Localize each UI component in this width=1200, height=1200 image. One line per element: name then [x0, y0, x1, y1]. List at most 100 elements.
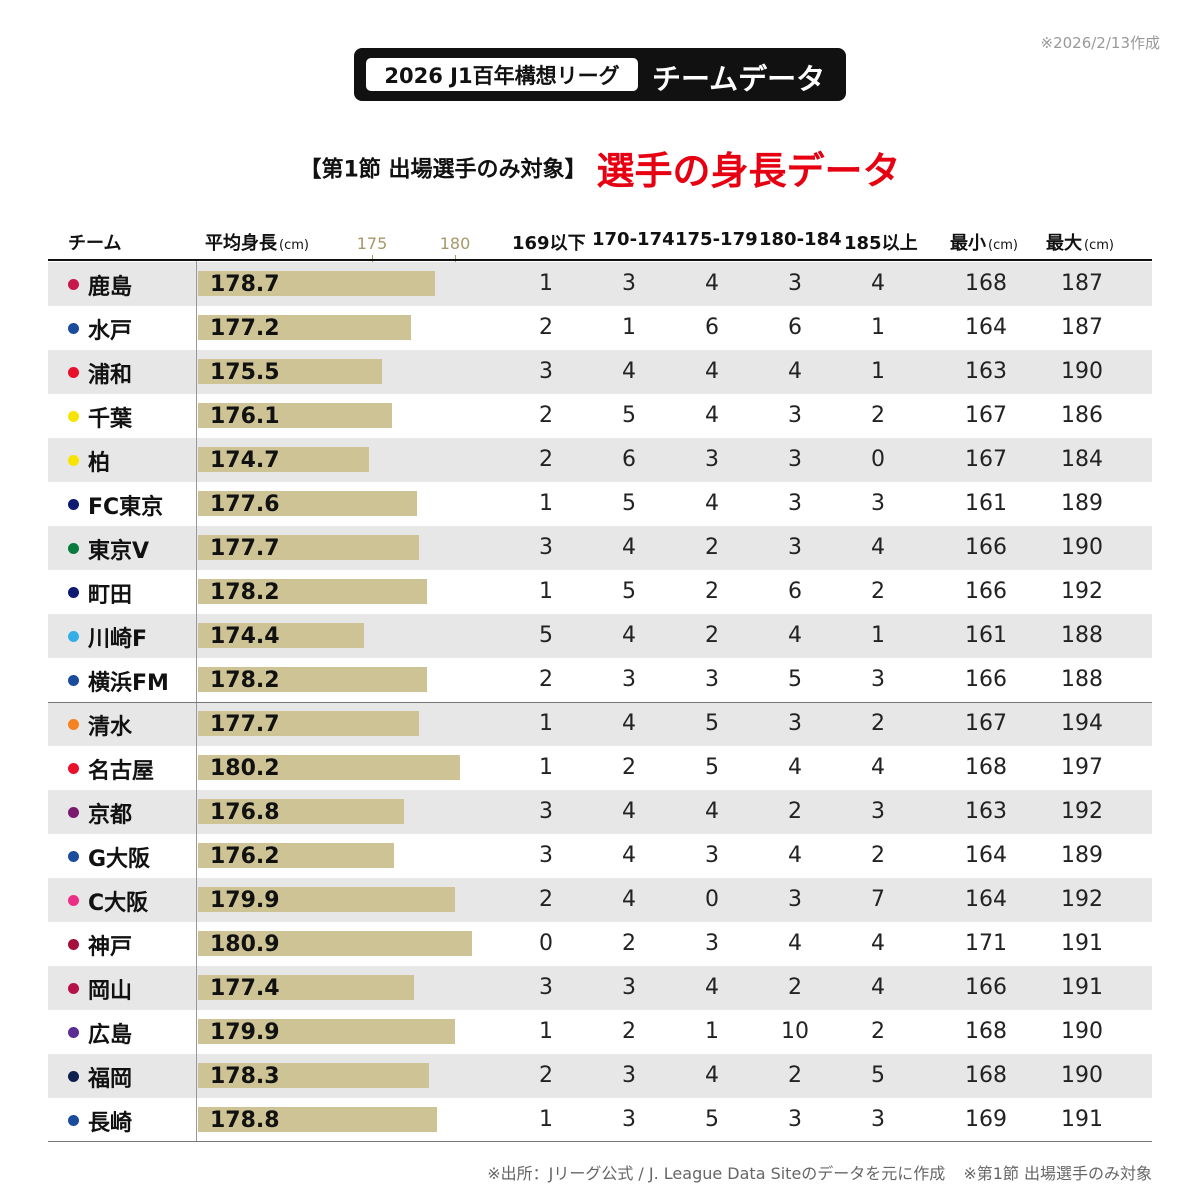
count-170-174: 1 [622, 315, 636, 340]
avg-height-label: 174.7 [210, 448, 280, 473]
count-170-174: 3 [622, 667, 636, 692]
count-169-below: 1 [539, 579, 553, 604]
avg-height-label: 180.9 [210, 932, 280, 957]
team-color-dot [68, 543, 79, 554]
max-height: 189 [1061, 491, 1103, 516]
team-name: FC東京 [88, 495, 164, 520]
count-169-below: 3 [539, 975, 553, 1000]
count-185-above: 3 [871, 491, 885, 516]
count-180-184: 4 [788, 623, 802, 648]
count-180-184: 3 [788, 447, 802, 472]
count-170-174: 5 [622, 403, 636, 428]
avg-height-label: 180.2 [210, 756, 280, 781]
count-170-174: 3 [622, 1063, 636, 1088]
min-height: 167 [965, 447, 1007, 472]
count-180-184: 3 [788, 271, 802, 296]
max-height: 191 [1061, 931, 1103, 956]
min-height: 166 [965, 535, 1007, 560]
avg-height-label: 178.8 [210, 1108, 280, 1133]
count-169-below: 3 [539, 359, 553, 384]
page-title: チームデータ [652, 62, 826, 96]
count-185-above: 0 [871, 447, 885, 472]
column-header-185-above: 185以上 [844, 233, 918, 254]
avg-height-bar [198, 667, 428, 692]
column-header-team: チーム [68, 233, 122, 254]
team-name: 千葉 [88, 407, 133, 432]
column-header-max: 最大 (cm) [1046, 229, 1114, 255]
table-row: 横浜FM 178.2 2 3 3 5 3 166 188 [48, 658, 1152, 702]
axis-tick-mark [454, 255, 456, 267]
avg-height-bar [198, 271, 436, 296]
count-169-below: 3 [539, 535, 553, 560]
count-185-above: 4 [871, 271, 885, 296]
avg-height-label: 177.2 [210, 316, 280, 341]
count-180-184: 3 [788, 535, 802, 560]
max-height: 184 [1061, 447, 1103, 472]
max-height: 188 [1061, 623, 1103, 648]
count-185-above: 2 [871, 403, 885, 428]
count-170-174: 5 [622, 491, 636, 516]
column-header-min-unit: (cm) [988, 238, 1018, 253]
avg-height-bar [198, 843, 394, 868]
count-175-179: 2 [705, 623, 719, 648]
count-180-184: 2 [788, 975, 802, 1000]
team-name: 京都 [88, 803, 133, 828]
column-header-avg-label: 平均身長 [205, 233, 277, 254]
count-175-179: 4 [705, 359, 719, 384]
count-175-179: 4 [705, 403, 719, 428]
team-color-dot [68, 279, 79, 290]
max-height: 190 [1061, 1063, 1103, 1088]
avg-height-label: 176.8 [210, 800, 280, 825]
axis-tick-label: 175 [356, 234, 388, 253]
count-175-179: 0 [705, 887, 719, 912]
avg-height-label: 177.7 [210, 712, 280, 737]
column-header-max-unit: (cm) [1084, 238, 1114, 253]
avg-height-bar [198, 403, 393, 428]
count-170-174: 4 [622, 535, 636, 560]
avg-height-label: 177.6 [210, 492, 280, 517]
team-name: 鹿島 [88, 275, 133, 300]
count-180-184: 5 [788, 667, 802, 692]
team-name: 神戸 [88, 935, 133, 960]
max-height: 191 [1061, 975, 1103, 1000]
avg-height-label: 178.2 [210, 668, 280, 693]
team-name: 町田 [88, 583, 133, 608]
avg-height-label: 177.7 [210, 536, 280, 561]
max-height: 190 [1061, 535, 1103, 560]
min-height: 167 [965, 711, 1007, 736]
min-height: 168 [965, 271, 1007, 296]
table-row: 千葉 176.1 2 5 4 3 2 167 186 [48, 394, 1152, 438]
table-row: 福岡 178.3 2 3 4 2 5 168 190 [48, 1054, 1152, 1098]
team-color-dot [68, 1027, 79, 1038]
max-height: 190 [1061, 359, 1103, 384]
count-169-below: 5 [539, 623, 553, 648]
count-170-174: 2 [622, 931, 636, 956]
count-185-above: 1 [871, 359, 885, 384]
count-185-above: 3 [871, 1107, 885, 1132]
chart-subtitle: 【第1節 出場選手のみ対象】 選手の身長データ [0, 140, 1200, 195]
max-height: 192 [1061, 579, 1103, 604]
max-height: 186 [1061, 403, 1103, 428]
count-170-174: 4 [622, 887, 636, 912]
count-170-174: 3 [622, 271, 636, 296]
avg-height-bar [198, 623, 365, 648]
team-color-dot [68, 411, 79, 422]
min-height: 168 [965, 755, 1007, 780]
avg-height-bar [198, 755, 461, 780]
column-header-175-179: 175-179 [675, 229, 758, 250]
count-170-174: 4 [622, 843, 636, 868]
avg-height-label: 179.9 [210, 888, 280, 913]
subtitle-main: 選手の身長データ [596, 149, 901, 193]
column-header-180-184: 180-184 [759, 229, 842, 250]
count-180-184: 3 [788, 403, 802, 428]
table-row: 岡山 177.4 3 3 4 2 4 166 191 [48, 966, 1152, 1010]
count-180-184: 4 [788, 843, 802, 868]
team-name: 清水 [88, 715, 133, 740]
count-175-179: 4 [705, 799, 719, 824]
team-name: 浦和 [88, 363, 133, 388]
count-169-below: 1 [539, 755, 553, 780]
count-175-179: 3 [705, 447, 719, 472]
count-180-184: 3 [788, 887, 802, 912]
min-height: 166 [965, 667, 1007, 692]
table-row: C大阪 179.9 2 4 0 3 7 164 192 [48, 878, 1152, 922]
